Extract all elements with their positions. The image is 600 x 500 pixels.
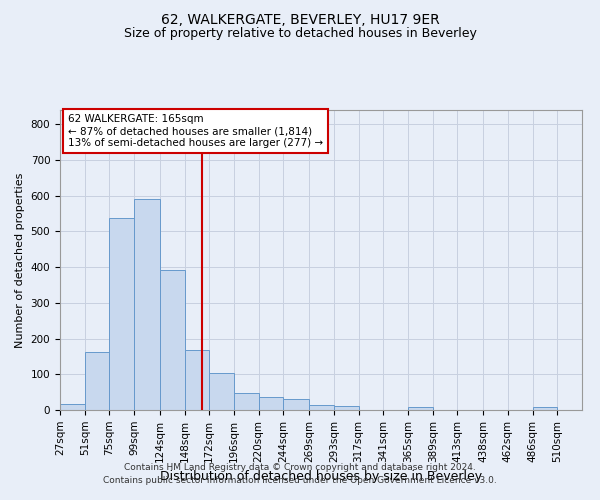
Bar xyxy=(85,352,109,410)
Bar xyxy=(408,407,433,410)
Text: 62 WALKERGATE: 165sqm
← 87% of detached houses are smaller (1,814)
13% of semi-d: 62 WALKERGATE: 165sqm ← 87% of detached … xyxy=(68,114,323,148)
Bar xyxy=(259,397,283,410)
Text: Contains HM Land Registry data © Crown copyright and database right 2024.: Contains HM Land Registry data © Crown c… xyxy=(124,464,476,472)
Text: Size of property relative to detached houses in Beverley: Size of property relative to detached ho… xyxy=(124,28,476,40)
Bar xyxy=(109,218,134,410)
Y-axis label: Number of detached properties: Number of detached properties xyxy=(15,172,25,348)
Text: 62, WALKERGATE, BEVERLEY, HU17 9ER: 62, WALKERGATE, BEVERLEY, HU17 9ER xyxy=(161,12,439,26)
Bar xyxy=(334,406,359,410)
Text: Contains public sector information licensed under the Open Government Licence v3: Contains public sector information licen… xyxy=(103,476,497,485)
X-axis label: Distribution of detached houses by size in Beverley: Distribution of detached houses by size … xyxy=(160,470,482,483)
Bar xyxy=(134,199,160,410)
Bar xyxy=(283,399,309,410)
Bar xyxy=(60,404,85,410)
Bar xyxy=(234,392,259,410)
Bar xyxy=(533,407,557,410)
Bar xyxy=(309,406,334,410)
Bar xyxy=(209,373,234,410)
Bar xyxy=(185,350,209,410)
Bar xyxy=(160,270,185,410)
